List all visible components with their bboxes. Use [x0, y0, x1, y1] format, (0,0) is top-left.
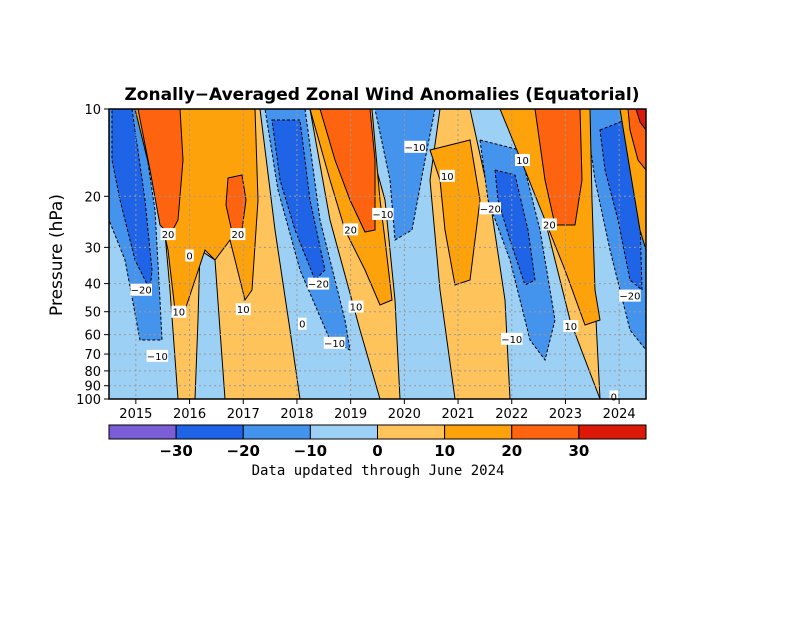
band-neg30-neg20 — [599, 119, 643, 292]
contour-label: −10 — [405, 143, 426, 154]
contour-label-bg — [185, 249, 194, 262]
contour-label: 20 — [344, 225, 357, 236]
x-tick-label: 2015 — [119, 407, 152, 422]
band-neg30-neg20 — [271, 119, 326, 281]
colorbar-swatch — [511, 424, 580, 440]
contour-label-bg — [439, 169, 455, 182]
contour-label: 10 — [350, 303, 363, 314]
contour-label-bg — [541, 218, 557, 231]
contour-label-bg — [514, 154, 530, 167]
colorbar-swatch — [578, 424, 647, 440]
colorbar-tick-label: 10 — [434, 442, 455, 460]
colorbar-swatch — [175, 424, 244, 440]
contour-label-bg — [235, 303, 251, 316]
band-20-30 — [137, 109, 184, 236]
footer-note: Data updated through June 2024 — [252, 463, 505, 479]
contour-label-bg — [343, 223, 359, 236]
contour-label-bg — [298, 317, 307, 330]
x-tick-label: 2018 — [280, 407, 313, 422]
contour-label-bg — [404, 140, 426, 153]
contour-label: −10 — [501, 335, 522, 346]
contour-label: 10 — [172, 308, 185, 319]
colorbar-swatch — [242, 424, 311, 440]
band-30-40 — [635, 109, 646, 131]
contour-label: 10 — [564, 322, 577, 333]
contour-label-bg — [501, 332, 523, 345]
contour-label: 10 — [516, 156, 529, 167]
contour-label-bg — [609, 390, 619, 403]
band-20-30 — [319, 109, 376, 233]
x-tick-label: 2024 — [603, 407, 636, 422]
contour-label: 10 — [237, 305, 250, 316]
contour-label: −20 — [308, 280, 329, 291]
y-tick-label: 100 — [76, 393, 101, 408]
contour-label-bg — [372, 207, 394, 220]
x-tick-label: 2019 — [334, 407, 367, 422]
colorbar-swatch — [309, 424, 378, 440]
contour-label-bg — [479, 202, 502, 215]
chart-title: Zonally−Averaged Zonal Wind Anomalies (E… — [124, 85, 639, 105]
contour-label: 0 — [186, 251, 192, 262]
y-tick-label: 50 — [84, 306, 101, 321]
colorbar: −30 −20 −10 0 10 20 30 — [108, 424, 647, 460]
colorbar-swatch — [377, 424, 446, 440]
grid — [109, 108, 646, 400]
contour-label: 20 — [543, 220, 556, 231]
contour-label: 0 — [611, 392, 617, 403]
colorbar-tick-label: 30 — [568, 442, 589, 460]
y-tick-label: 40 — [84, 278, 101, 293]
y-tick-label: 90 — [84, 380, 101, 395]
contour-label: 0 — [299, 320, 305, 331]
colorbar-swatch — [444, 424, 513, 440]
contour-label: −20 — [480, 204, 501, 215]
y-tick-label: 80 — [84, 365, 101, 380]
x-tick-label: 2023 — [549, 407, 582, 422]
colorbar-tick-label: −10 — [294, 442, 327, 460]
contour-label-bg — [307, 277, 330, 290]
colorbar-tick-label: 20 — [501, 442, 522, 460]
x-tick-label: 2016 — [173, 407, 206, 422]
x-tick-label: 2020 — [388, 407, 421, 422]
x-ticks: 2015 2016 2017 2018 2019 2020 2021 2022 2023 2024 — [119, 399, 636, 422]
plot-area — [109, 109, 646, 399]
plot-frame — [108, 108, 647, 400]
contour-label-bg — [619, 289, 641, 302]
y-tick-label: 10 — [84, 103, 101, 118]
contour-label: −10 — [147, 352, 168, 363]
x-tick-label: 2021 — [442, 407, 475, 422]
contour-label-bg — [563, 319, 579, 332]
colorbar-tick-label: −30 — [159, 442, 192, 460]
y-tick-label: 70 — [84, 348, 101, 363]
y-tick-label: 20 — [84, 190, 101, 205]
contour-label: 20 — [162, 230, 175, 241]
y-tick-label: 30 — [84, 241, 101, 256]
contour-label-bg — [323, 336, 346, 349]
contour-label: −10 — [372, 210, 393, 221]
contour-label-bg — [160, 228, 176, 241]
x-tick-label: 2017 — [227, 407, 260, 422]
contour-labels: −10 10 10 20 20 0 20 −10 −20 20 −20 10 10 −20 10 0 −10 −1… — [130, 140, 641, 403]
contour-label: −10 — [324, 339, 345, 350]
colorbar-swatch — [108, 424, 177, 440]
contour-label-bg — [171, 305, 187, 318]
y-tick-label: 60 — [84, 329, 101, 344]
band-neg10-0 — [359, 109, 456, 399]
contour-label: −20 — [131, 286, 152, 297]
colorbar-tick-label: 0 — [372, 442, 382, 460]
contour-label: 10 — [441, 172, 454, 183]
y-axis-label: Pressure (hPa) — [47, 194, 67, 316]
contour-label-bg — [348, 300, 364, 313]
contour-label: 20 — [232, 230, 245, 241]
contour-label: −20 — [619, 292, 640, 303]
contour-label-bg — [230, 228, 246, 241]
contour-label-bg — [130, 283, 152, 296]
colorbar-tick-label: −20 — [227, 442, 260, 460]
x-tick-label: 2022 — [495, 407, 528, 422]
contour-label-bg — [146, 349, 169, 362]
